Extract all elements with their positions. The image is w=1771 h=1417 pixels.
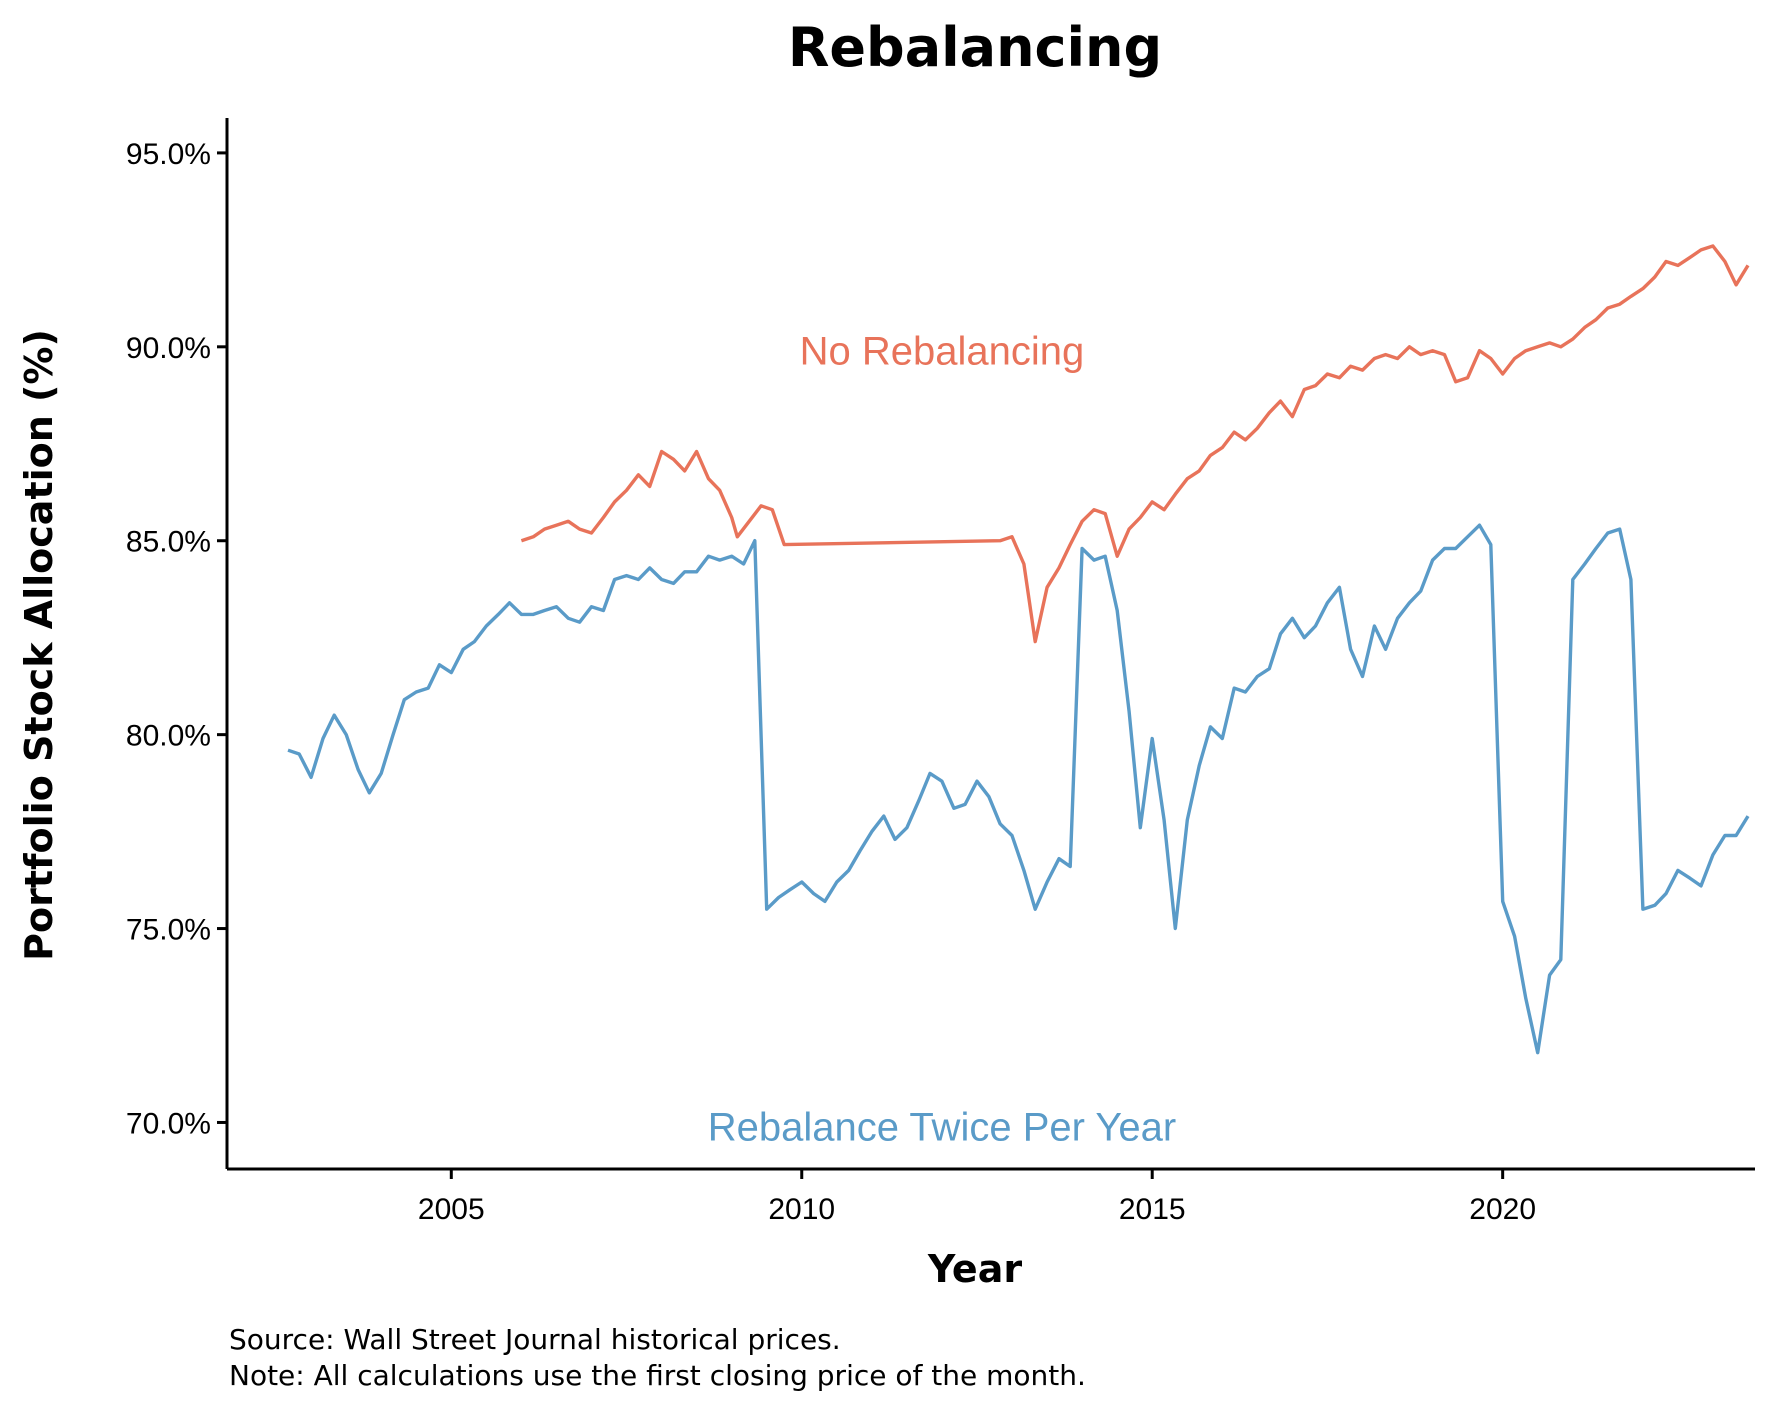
y-ticks: 70.0% 75.0% 80.0% 85.0% 90.0% 95.0% [126, 138, 227, 1140]
y-tick-label: 95.0% [126, 138, 211, 171]
x-axis-title: Year [927, 1247, 1022, 1291]
x-tick-label: 2010 [768, 1193, 835, 1226]
y-tick-label: 80.0% [126, 720, 211, 753]
series-lines [287, 244, 1750, 1055]
x-tick-label: 2015 [1119, 1193, 1186, 1226]
y-tick-label: 85.0% [126, 526, 211, 559]
series-labels: No Rebalancing Rebalance Twice Per Year [708, 330, 1176, 1150]
caption-source: Source: Wall Street Journal historical p… [229, 1323, 841, 1356]
series-label-rebalance-twice-per-year: Rebalance Twice Per Year [708, 1105, 1176, 1149]
series-line-no-rebalancing [520, 244, 1750, 644]
x-tick-label: 2005 [418, 1193, 485, 1226]
axes [225, 118, 1755, 1171]
caption-note: Note: All calculations use the first clo… [229, 1359, 1086, 1392]
series-line-rebalance-twice-per-year [287, 523, 1750, 1055]
y-tick-label: 75.0% [126, 914, 211, 947]
y-tick-label: 90.0% [126, 332, 211, 365]
x-tick-label: 2020 [1469, 1193, 1536, 1226]
series-label-no-rebalancing: No Rebalancing [800, 330, 1085, 374]
y-tick-label: 70.0% [126, 1107, 211, 1140]
y-axis-title: Portfolio Stock Allocation (%) [17, 329, 61, 961]
x-ticks: 2005 2010 2015 2020 [418, 1169, 1536, 1226]
chart-title: Rebalancing [788, 16, 1162, 79]
